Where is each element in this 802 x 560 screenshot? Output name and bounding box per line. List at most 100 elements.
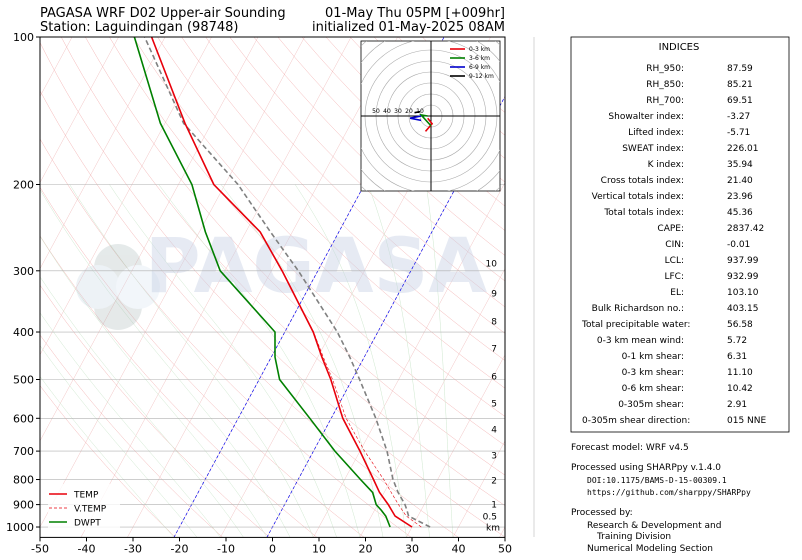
hodo-legend-label: 0-3 km: [469, 46, 490, 53]
index-label: 0-3 km shear:: [622, 368, 684, 378]
moist-adiabat: [425, 184, 454, 538]
hodo-legend-label: 9-12 km: [469, 73, 494, 80]
index-value: 56.58: [727, 320, 753, 330]
index-label: Lifted index:: [628, 128, 684, 138]
hodo-trace: [414, 110, 421, 114]
isotherm: [359, 268, 505, 538]
isotherm: [40, 37, 305, 528]
height-label: 9: [491, 290, 497, 300]
height-label: 7: [491, 344, 497, 354]
dry-adiabat: [253, 37, 505, 282]
index-value: 85.21: [727, 80, 753, 90]
index-label: Total totals index:: [603, 208, 684, 218]
hodo-ring-label: 40: [383, 108, 391, 115]
chart-title: PAGASA WRF D02 Upper-air Sounding: [40, 6, 286, 21]
index-value: 35.94: [727, 160, 753, 170]
x-tick-label: 30: [405, 542, 419, 555]
index-value: 015 NNE: [727, 416, 767, 426]
index-label: LFC:: [664, 272, 684, 282]
height-label: 5: [491, 399, 497, 409]
dry-adiabat: [157, 37, 505, 389]
moist-adiabat: [40, 375, 175, 538]
moist-adiabat: [40, 235, 268, 538]
index-label: 0-6 km shear:: [622, 384, 684, 394]
y-tick-label: 200: [13, 179, 34, 192]
footer-doi: DOI:10.1175/BAMS-D-15-00309.1: [587, 476, 727, 485]
index-value: 87.59: [727, 64, 753, 74]
x-tick-label: -20: [171, 542, 189, 555]
dry-adiabat: [40, 138, 412, 538]
moist-adiabat: [40, 345, 198, 538]
init-time: initialized 01-May-2025 08AM: [312, 20, 505, 35]
isotherm: [40, 37, 259, 442]
parcel-line: [143, 37, 431, 528]
hodo-ring-label: 10: [416, 108, 424, 115]
isotherm: [406, 354, 505, 538]
index-value: 5.72: [727, 336, 747, 346]
height-label: 4: [491, 426, 497, 436]
isotherm: [40, 37, 119, 184]
y-tick-label: 100: [13, 31, 34, 44]
hodo-trace: [409, 115, 422, 122]
height-unit: km: [486, 524, 500, 534]
x-tick-label: 10: [312, 542, 326, 555]
y-tick-label: 300: [13, 265, 34, 278]
x-tick-label: 50: [498, 542, 512, 555]
dry-adiabat: [181, 37, 505, 361]
moist-adiabat: [40, 276, 244, 538]
height-label: 1: [491, 501, 497, 511]
dry-adiabat: [40, 334, 223, 538]
index-value: 932.99: [727, 272, 759, 282]
index-value: 2.91: [727, 400, 747, 410]
footer-by: Processed by:: [571, 508, 633, 518]
footer-url: https://github.com/sharppy/SHARPpy: [587, 488, 751, 497]
hodo-trace: [424, 117, 434, 132]
footer-org: Research & Development and: [587, 521, 721, 531]
index-value: 226.01: [727, 144, 759, 154]
dry-adiabat: [40, 284, 271, 538]
index-label: Vertical totals index:: [592, 192, 684, 202]
height-label: 3: [491, 452, 497, 462]
index-label: 0-305m shear:: [618, 400, 684, 410]
footer-processed: Processed using SHARPpy v.1.4.0: [571, 463, 721, 473]
x-tick-label: 20: [359, 542, 373, 555]
index-value: 45.36: [727, 208, 753, 218]
index-label: EL:: [670, 288, 684, 298]
isotherm: [313, 182, 505, 538]
indices-title: INDICES: [659, 42, 700, 53]
hodo-ring-label: 50: [372, 108, 380, 115]
index-label: Showalter index:: [608, 112, 684, 122]
y-tick-label: 900: [13, 499, 34, 512]
index-value: 403.15: [727, 304, 759, 314]
index-label: CIN:: [665, 240, 684, 250]
index-value: 21.40: [727, 176, 753, 186]
index-value: -5.71: [727, 128, 750, 138]
hodo-ring-label: 20: [405, 108, 413, 115]
isotherm: [40, 37, 73, 97]
profile-line: [151, 37, 422, 528]
isotherm: [40, 37, 166, 270]
index-value: 10.42: [727, 384, 753, 394]
height-label: 8: [491, 318, 497, 328]
height-label: 10: [486, 259, 498, 269]
footer-model: Forecast model: WRF v4.5: [571, 443, 689, 453]
index-label: Cross totals index:: [601, 176, 684, 186]
index-value: 69.51: [727, 96, 753, 106]
y-tick-label: 600: [13, 412, 34, 425]
index-value: -3.27: [727, 112, 750, 122]
index-value: 103.10: [727, 288, 759, 298]
hodo-legend-label: 6-9 km: [469, 64, 490, 71]
moist-adiabat: [109, 184, 337, 538]
dry-adiabat: [40, 90, 459, 538]
hodo-trace: [418, 113, 432, 127]
index-label: CAPE:: [657, 224, 684, 234]
legend-label: TEMP: [73, 491, 99, 501]
isotherm: [452, 440, 505, 538]
index-value: 11.10: [727, 368, 753, 378]
profile-line: [133, 37, 391, 528]
y-tick-label: 500: [13, 374, 34, 387]
height-label: 6: [491, 373, 497, 383]
dry-adiabat: [205, 37, 505, 334]
legend-label: DWPT: [74, 519, 101, 529]
dry-adiabat: [229, 37, 505, 308]
